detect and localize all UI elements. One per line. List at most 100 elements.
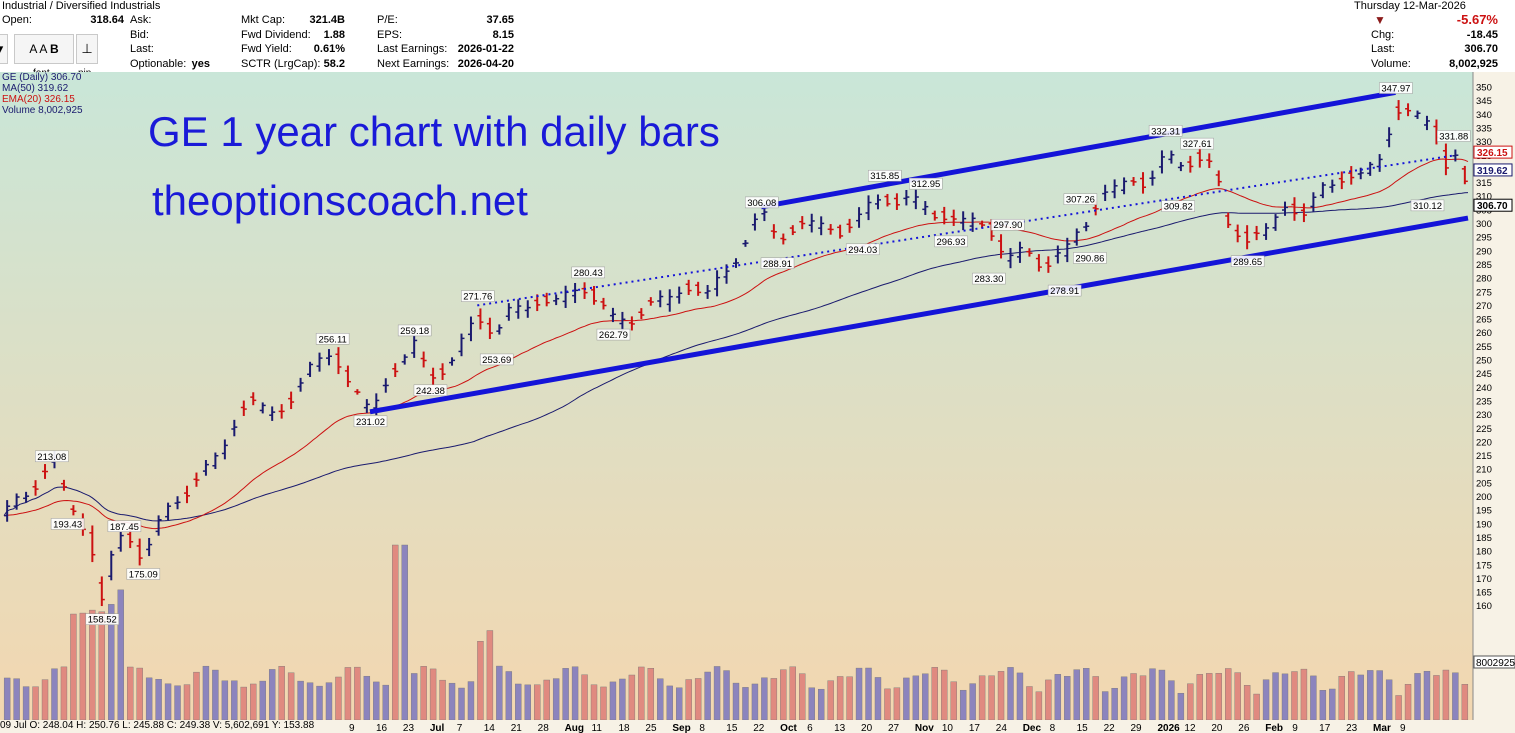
price-label-box <box>1230 255 1265 268</box>
price-label-box <box>353 415 388 428</box>
x-tick-label: 8 <box>699 723 705 733</box>
price-label-box <box>126 568 161 580</box>
volume-bar <box>855 667 863 721</box>
x-tick-label: 12 <box>1184 723 1196 733</box>
ema20-line <box>3 158 1469 530</box>
volume-bar <box>316 685 323 721</box>
y-tick-label: 235 <box>1476 396 1492 407</box>
price-label: 312.95 <box>911 179 940 190</box>
price-label-box <box>1410 199 1445 212</box>
price-label: 288.91 <box>763 259 792 270</box>
volume-bar <box>1385 679 1393 721</box>
price-label-box <box>1047 284 1082 297</box>
volume-bar <box>202 665 210 721</box>
x-tick-label: 24 <box>996 723 1008 733</box>
y-tick-label: 185 <box>1476 533 1492 544</box>
volume-bar <box>212 669 219 721</box>
price-label: 347.97 <box>1381 84 1410 95</box>
volume-bar <box>325 682 333 721</box>
y-tick-label: 215 <box>1476 451 1492 462</box>
volume-bar <box>1177 692 1185 721</box>
volume-bar <box>903 677 910 721</box>
volume-bar <box>751 683 759 721</box>
pin-icon[interactable]: ⊥ <box>76 34 98 64</box>
x-tick-label: Dec <box>1023 723 1042 733</box>
pct-change: -5.67% <box>1456 12 1498 27</box>
last-label: Last: <box>130 43 154 55</box>
price-label: 253.69 <box>482 355 511 366</box>
x-tick-label: 26 <box>1238 723 1250 733</box>
volume-bar <box>1319 690 1327 721</box>
volume-bar <box>780 669 787 721</box>
volume-bar <box>817 688 825 721</box>
volume-bar <box>789 666 796 721</box>
y-tick-label: 340 <box>1476 110 1492 121</box>
price-label-box <box>1161 200 1195 212</box>
y-tick-label: 300 <box>1476 219 1492 230</box>
volume-bar <box>60 666 68 721</box>
price-label-box <box>845 243 880 256</box>
price-label: 193.43 <box>53 519 82 530</box>
price-label: 242.38 <box>416 386 445 397</box>
volume-bar <box>1404 684 1412 721</box>
volume-bar <box>1376 670 1383 721</box>
font-increase-icon[interactable]: A <box>29 42 37 56</box>
volume-bar <box>1329 688 1336 721</box>
x-tick-label: Feb <box>1265 723 1283 733</box>
price-label-box <box>571 266 605 279</box>
x-tick-label: 9 <box>1292 723 1298 733</box>
bold-button[interactable]: B <box>50 42 59 56</box>
y-tick-label: 225 <box>1476 424 1492 435</box>
ohlc-bars <box>4 100 1468 607</box>
volume-bar <box>1234 672 1241 721</box>
x-tick-label: Mar <box>1373 723 1391 733</box>
volume-bar <box>1111 687 1118 721</box>
volume-bar <box>836 676 844 721</box>
volume-bar <box>3 677 11 721</box>
volume-bar <box>950 681 957 721</box>
volume-bar <box>912 675 920 721</box>
y-tick-label: 270 <box>1476 301 1492 312</box>
volume-bar <box>363 675 371 721</box>
font-size-buttons[interactable]: A A B <box>14 34 74 64</box>
font-decrease-icon[interactable]: A <box>39 42 47 56</box>
pe-label: P/E: <box>377 14 398 26</box>
volume-bar <box>609 681 617 721</box>
price-label-box <box>1379 82 1413 94</box>
price-label: 283.30 <box>974 274 1003 285</box>
next-earnings-label: Next Earnings: <box>377 57 450 70</box>
price-tag: 326.15 <box>1477 148 1508 159</box>
volume-bar <box>552 678 560 721</box>
volume-bar <box>524 684 531 721</box>
volume-bar <box>155 679 162 721</box>
ma50-line <box>3 192 1469 522</box>
price-tag-box <box>1473 145 1513 159</box>
volume-bar <box>647 668 655 721</box>
moving-averages <box>3 158 1469 530</box>
volume-bar <box>183 684 191 721</box>
dropdown-button[interactable]: ▾ <box>0 34 8 64</box>
price-label-box <box>413 384 448 397</box>
y-tick-label: 345 <box>1476 96 1492 107</box>
y-tick-label: 220 <box>1476 437 1492 448</box>
x-tick-label: 9 <box>349 723 355 733</box>
volume-bar <box>1442 669 1450 721</box>
volume-bar <box>874 677 882 721</box>
volume-bar <box>306 682 314 721</box>
price-label: 290.86 <box>1075 253 1104 264</box>
price-label-box <box>909 177 943 190</box>
volume-bar <box>1423 670 1431 721</box>
y-tick-label: 170 <box>1476 574 1492 585</box>
volume-bar <box>1007 667 1014 721</box>
sctr-label: SCTR (LrgCap): <box>241 57 321 70</box>
volume-bar <box>1206 673 1213 721</box>
volume-bar <box>1300 668 1308 721</box>
last-earnings-value: 2026-01-22 <box>457 43 514 55</box>
volume-bar <box>221 680 229 721</box>
chart-annotation-title: GE 1 year chart with daily bars <box>148 108 720 155</box>
x-tick-label: Nov <box>915 723 934 733</box>
volume-bar <box>1281 673 1289 721</box>
price-chart[interactable]: 213.08 193.43 187.45 175.09 158.52 256.11 231.… <box>0 72 1515 733</box>
price-label-box <box>1063 193 1098 205</box>
chart-legend: GE (Daily) 306.70 MA(50) 319.62 EMA(20) … <box>2 72 83 116</box>
